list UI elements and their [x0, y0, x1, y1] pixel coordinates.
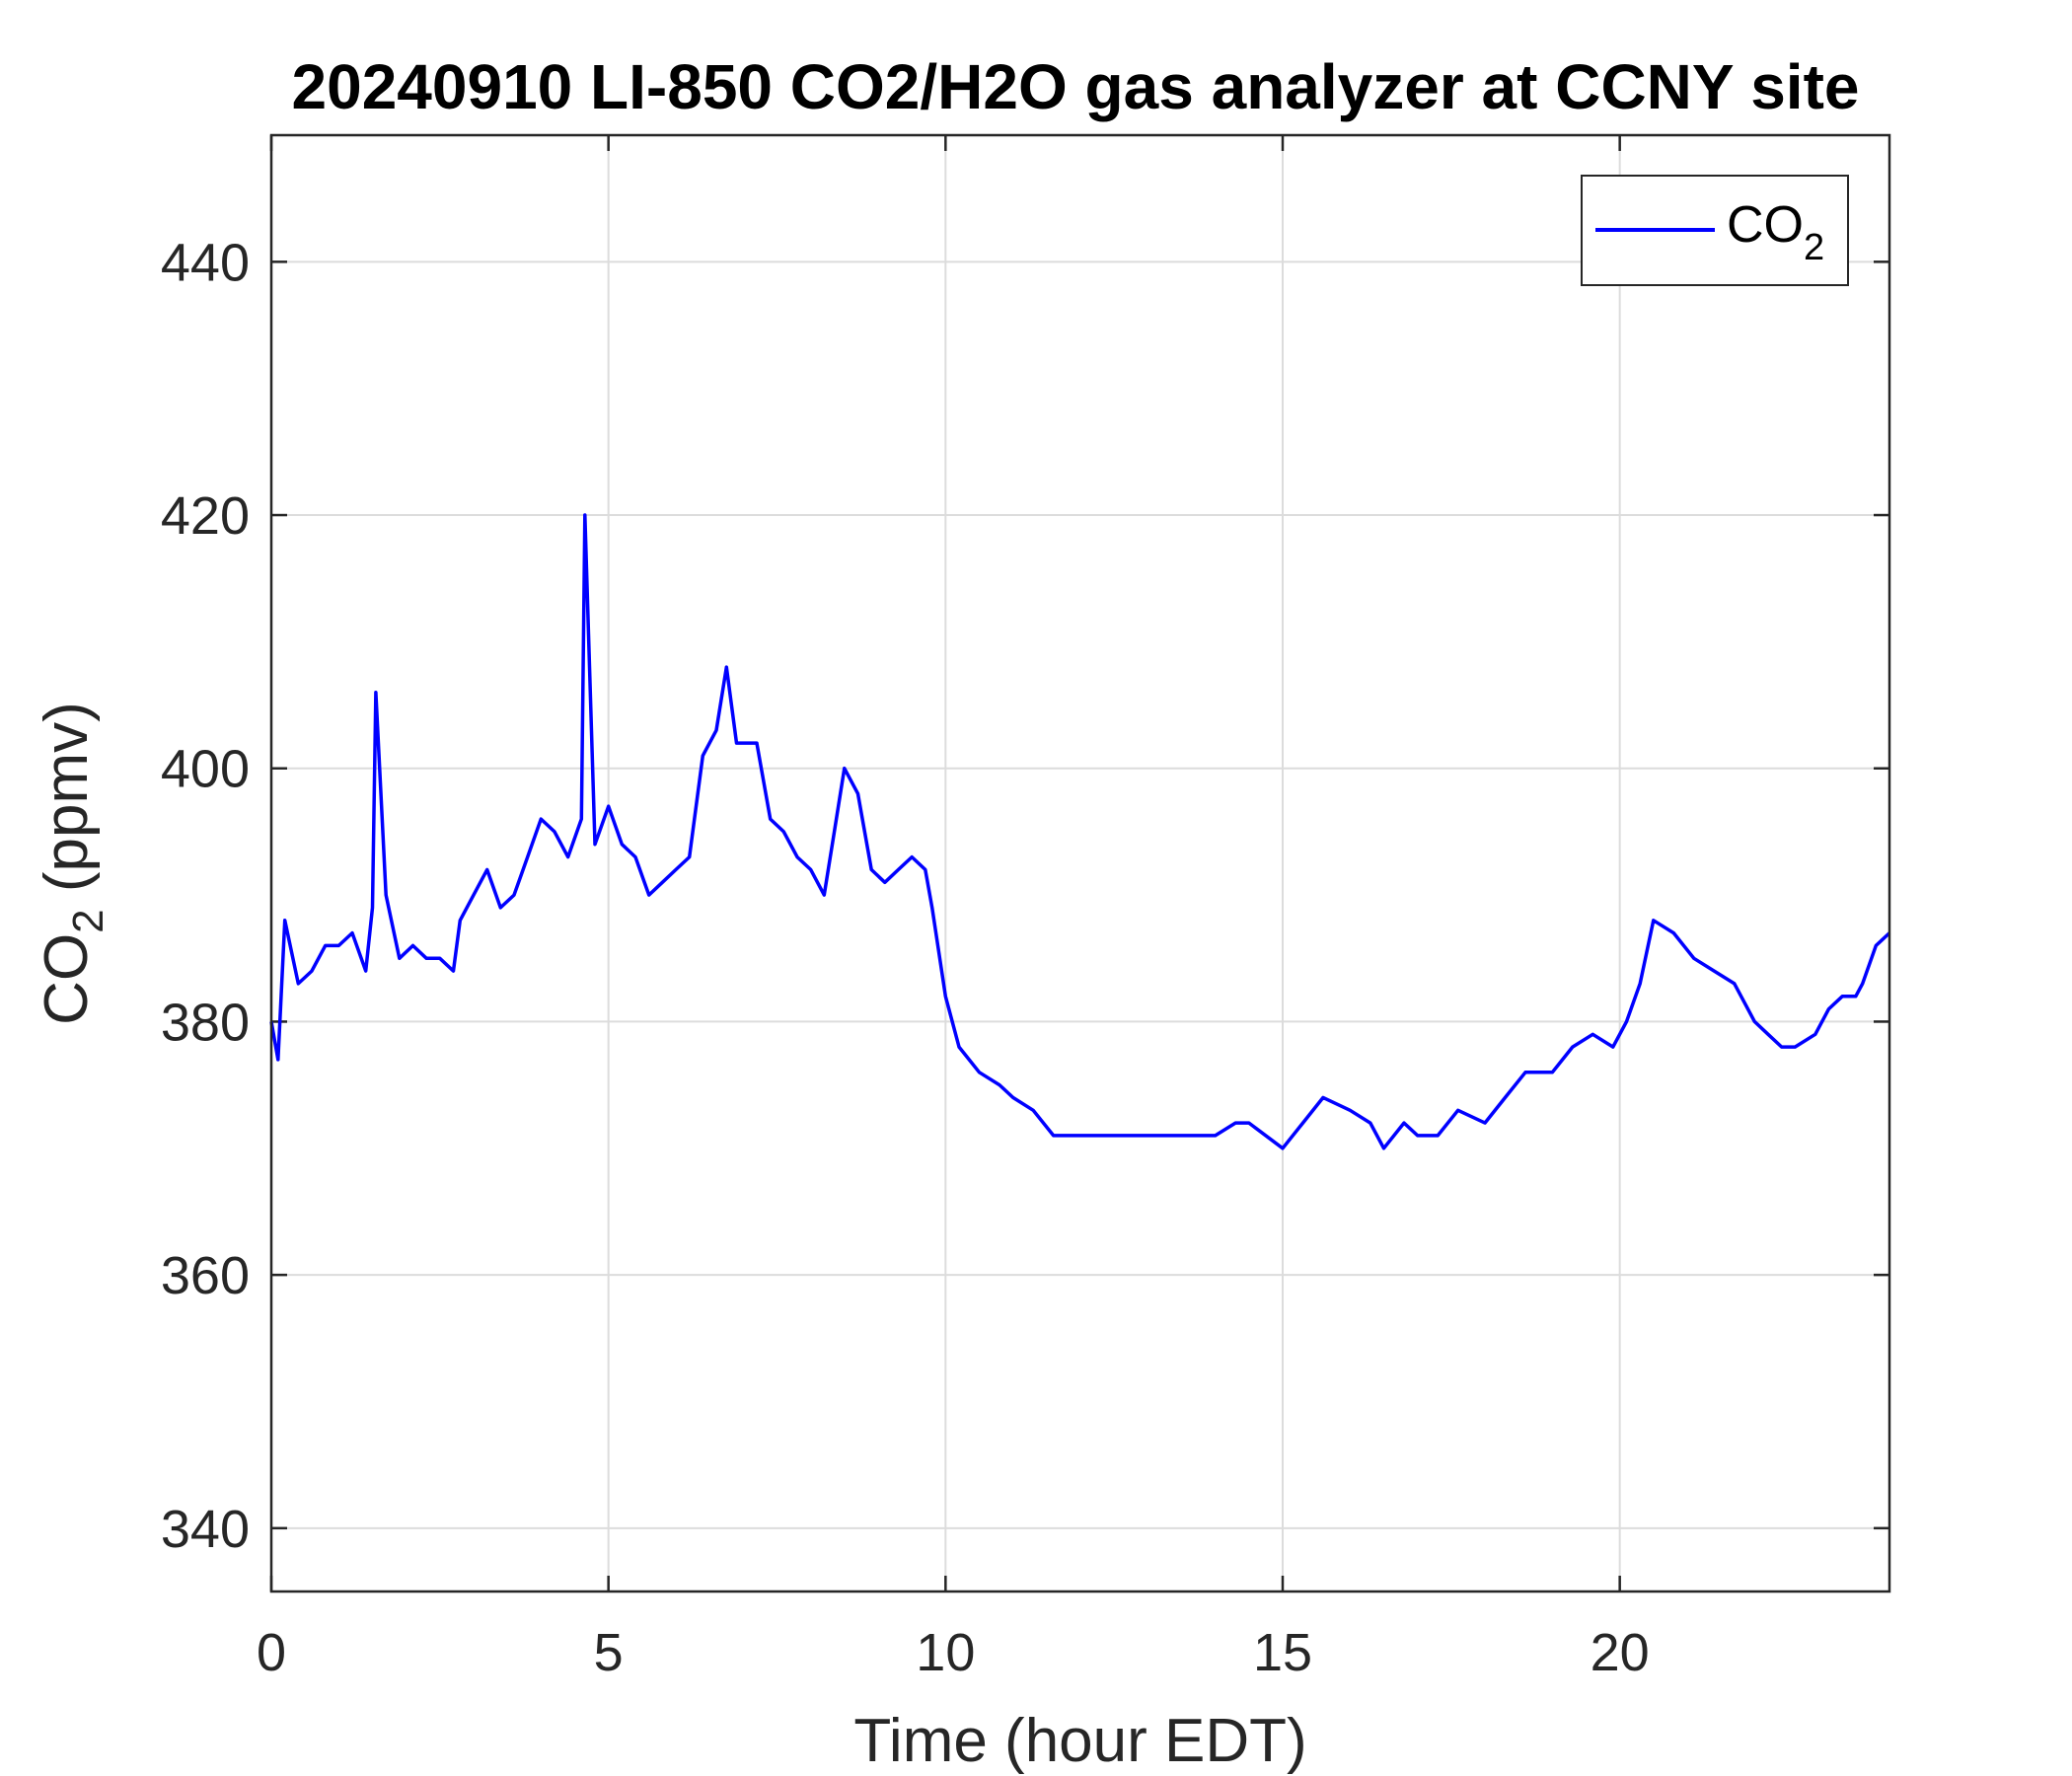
- co2-series-line: [269, 513, 1891, 1150]
- plot-frame: [269, 133, 1891, 1593]
- axis-ticks: 0 5 10 15 20 340 360 380 400 420 440: [161, 135, 1889, 1682]
- y-axis-label-base: CO: [33, 933, 101, 1025]
- x-tick-label: 0: [257, 1623, 286, 1682]
- y-tick-label: 440: [161, 233, 250, 292]
- legend-label-base: CO: [1727, 196, 1804, 254]
- chart-title: 20240910 LI-850 CO2/H2O gas analyzer at …: [292, 51, 1860, 122]
- y-axis-label-subscript: 2: [64, 909, 112, 932]
- y-tick-label: 420: [161, 486, 250, 546]
- legend-label-subscript: 2: [1804, 227, 1824, 268]
- x-tick-label: 5: [594, 1623, 624, 1682]
- y-tick-label: 340: [161, 1500, 250, 1559]
- grid-lines: [270, 135, 1889, 1591]
- x-tick-label: 15: [1253, 1623, 1312, 1682]
- legend: CO2: [1581, 175, 1849, 286]
- y-axis-label: CO2 (ppmv): [33, 702, 112, 1025]
- y-axis-label-unit: (ppmv): [33, 702, 101, 909]
- legend-label: CO2: [1727, 196, 1824, 268]
- y-tick-label: 360: [161, 1246, 250, 1305]
- x-tick-label: 20: [1591, 1623, 1650, 1682]
- series-layer: [269, 513, 1891, 1150]
- y-tick-label: 380: [161, 993, 250, 1052]
- x-axis-label: Time (hour EDT): [853, 1707, 1306, 1775]
- x-tick-label: 10: [916, 1623, 975, 1682]
- y-tick-label: 400: [161, 740, 250, 799]
